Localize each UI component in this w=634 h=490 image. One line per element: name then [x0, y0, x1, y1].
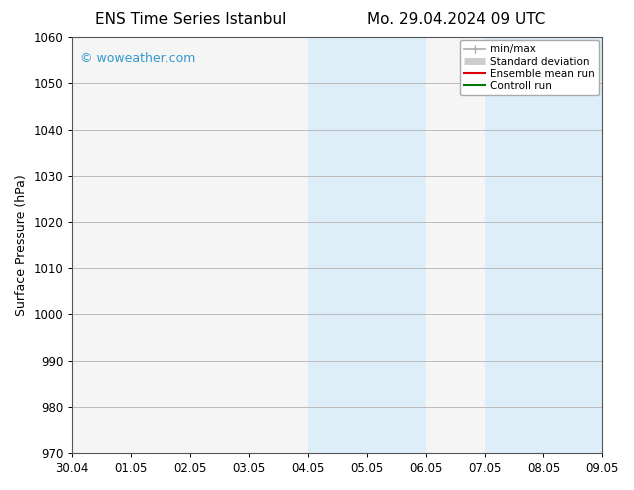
- Y-axis label: Surface Pressure (hPa): Surface Pressure (hPa): [15, 174, 28, 316]
- Text: © woweather.com: © woweather.com: [81, 52, 196, 65]
- Bar: [308, 37, 366, 453]
- Bar: [543, 37, 602, 453]
- Text: Mo. 29.04.2024 09 UTC: Mo. 29.04.2024 09 UTC: [367, 12, 546, 27]
- Legend: min/max, Standard deviation, Ensemble mean run, Controll run: min/max, Standard deviation, Ensemble me…: [460, 40, 599, 95]
- Bar: [484, 37, 543, 453]
- Text: ENS Time Series Istanbul: ENS Time Series Istanbul: [94, 12, 286, 27]
- Bar: [366, 37, 425, 453]
